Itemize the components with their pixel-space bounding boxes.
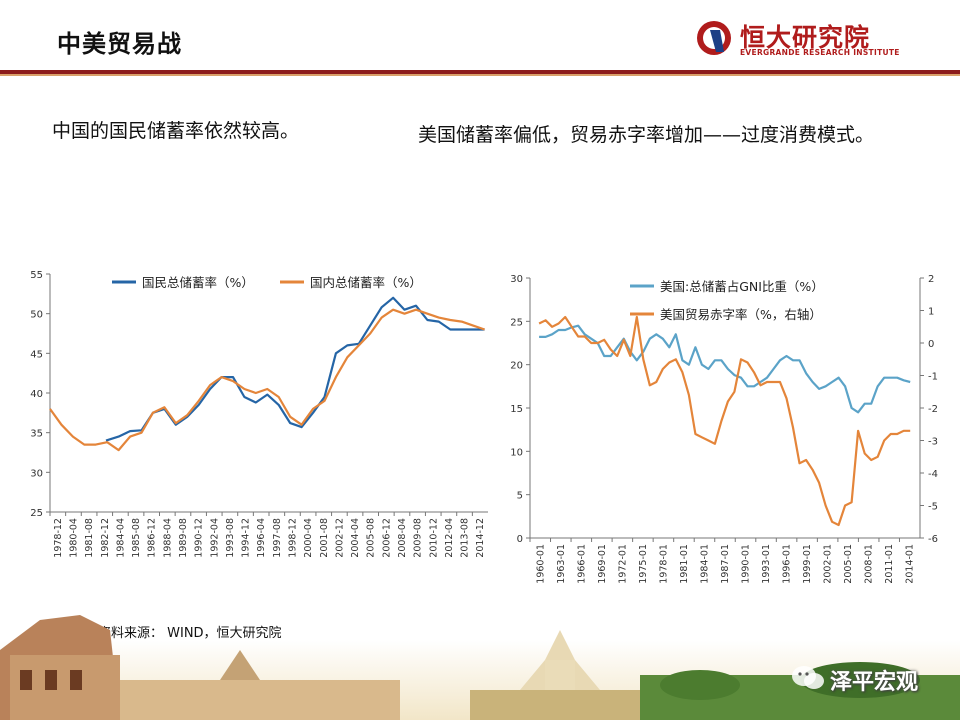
x-tick-label: 2010-12 [428, 518, 439, 558]
slide-title: 中美贸易战 [57, 30, 182, 58]
x-tick-label: 2011-01 [884, 544, 895, 584]
y2-tick-label: -2 [928, 404, 938, 415]
y-tick-label: 50 [30, 310, 43, 321]
y-tick-label: 30 [510, 274, 523, 285]
y-tick-label: 35 [30, 429, 43, 440]
x-tick-label: 2014-01 [905, 544, 916, 584]
series-line-0 [539, 324, 911, 414]
x-tick-label: 1972-01 [617, 544, 628, 584]
x-tick-label: 1978-12 [53, 518, 64, 558]
x-tick-label: 1994-12 [241, 518, 252, 558]
x-tick-label: 2013-08 [460, 518, 471, 558]
x-tick-label: 1987-01 [720, 544, 731, 584]
x-tick-label: 1992-04 [209, 518, 220, 558]
china-savings-rate-chart: 25 30 35 40 45 50 55 1978-12 1980-04 1981-08 1982-… [30, 270, 488, 558]
y-tick-label: 45 [30, 349, 43, 360]
x-tick-label: 1998-12 [287, 518, 298, 558]
x-tick-label: 1960-01 [535, 544, 546, 584]
y-tick-label: 25 [30, 508, 43, 519]
x-tick-label: 1988-04 [162, 518, 173, 558]
x-tick-label: 2012-04 [444, 518, 455, 558]
right-panel-heading: 美国储蓄率偏低，贸易赤字率增加——过度消费模式。 [418, 124, 875, 146]
y-tick-label: 25 [510, 317, 523, 328]
x-tick-label: 1999-01 [802, 544, 813, 584]
x-tick-label: 2000-04 [303, 518, 314, 558]
x-tick-label: 2008-04 [397, 518, 408, 558]
x-tick-label: 2006-12 [381, 518, 392, 558]
legend-entry: 国民总储蓄率（%） [142, 275, 254, 290]
x-tick-label: 1978-01 [658, 544, 669, 584]
x-tick-label: 1993-01 [761, 544, 772, 584]
y2-tick-label: 2 [928, 274, 934, 285]
x-tick-label: 1984-04 [115, 518, 126, 558]
x-tick-label: 1984-01 [699, 544, 710, 584]
x-tick-label: 2014-12 [475, 518, 486, 558]
y2-tick-label: -4 [928, 469, 938, 480]
y-tick-label: 10 [510, 447, 523, 458]
y2-tick-label: 1 [928, 307, 934, 318]
left-panel-heading: 中国的国民储蓄率依然较高。 [52, 120, 300, 142]
x-tick-label: 1981-08 [84, 518, 95, 558]
x-tick-label: 1963-01 [556, 544, 567, 584]
x-tick-label: 2008-01 [864, 544, 875, 584]
x-tick-label: 1990-01 [741, 544, 752, 584]
watermark-text: 泽平宏观 [830, 670, 919, 695]
x-tick-label: 2002-12 [334, 518, 345, 558]
x-tick-label: 1982-12 [100, 518, 111, 558]
y-tick-label: 30 [30, 468, 43, 479]
y-tick-label: 20 [510, 361, 523, 372]
wechat-icon [792, 666, 824, 689]
x-tick-label: 1989-08 [178, 518, 189, 558]
x-tick-label: 1980-04 [68, 518, 79, 558]
slide-header [0, 0, 960, 76]
x-tick-label: 2009-08 [413, 518, 424, 558]
header-rule-accent [0, 74, 960, 76]
y2-tick-label: -3 [928, 437, 938, 448]
x-tick-label: 2002-01 [823, 544, 834, 584]
legend-entry: 美国:总储蓄占GNI比重（%） [660, 279, 824, 294]
x-tick-label: 1986-12 [147, 518, 158, 558]
x-tick-label: 1969-01 [597, 544, 608, 584]
x-tick-label: 2001-08 [319, 518, 330, 558]
y2-tick-label: -5 [928, 502, 938, 513]
y-tick-label: 0 [517, 534, 523, 545]
x-tick-label: 1981-01 [679, 544, 690, 584]
us-savings-trade-deficit-chart: 0 5 10 15 20 25 30 -6 -5 -4 -3 -2 -1 0 1 2 1960-01 1963-0… [510, 274, 938, 584]
legend-entry: 美国贸易赤字率（%，右轴） [660, 307, 822, 322]
header-rule [0, 70, 960, 74]
y-tick-label: 15 [510, 404, 523, 415]
x-tick-label: 1975-01 [638, 544, 649, 584]
x-tick-label: 2004-04 [350, 518, 361, 558]
y-tick-label: 40 [30, 389, 43, 400]
series-line-1 [49, 308, 485, 452]
x-tick-label: 1996-01 [782, 544, 793, 584]
x-tick-label: 1985-08 [131, 518, 142, 558]
x-tick-label: 1966-01 [576, 544, 587, 584]
x-tick-label: 2005-01 [843, 544, 854, 584]
x-tick-label: 1997-08 [272, 518, 283, 558]
x-tick-label: 1993-08 [225, 518, 236, 558]
logo-subtext: EVERGRANDE RESEARCH INSTITUTE [740, 48, 900, 57]
logo-text: 恒大研究院 [740, 23, 871, 52]
building-banner-image [0, 615, 960, 720]
x-tick-label: 1990-12 [194, 518, 205, 558]
y2-tick-label: -1 [928, 372, 938, 383]
evergrande-logo-icon [697, 21, 731, 55]
legend-entry: 国内总储蓄率（%） [310, 275, 422, 290]
x-tick-label: 2005-08 [366, 518, 377, 558]
y2-tick-label: -6 [928, 534, 938, 545]
y2-tick-label: 0 [928, 339, 934, 350]
series-line-1 [538, 315, 911, 527]
y-tick-label: 55 [30, 270, 43, 281]
source-note: 资料来源： WIND，恒大研究院 [98, 626, 282, 641]
x-tick-label: 1996-04 [256, 518, 267, 558]
y-tick-label: 5 [517, 491, 523, 502]
